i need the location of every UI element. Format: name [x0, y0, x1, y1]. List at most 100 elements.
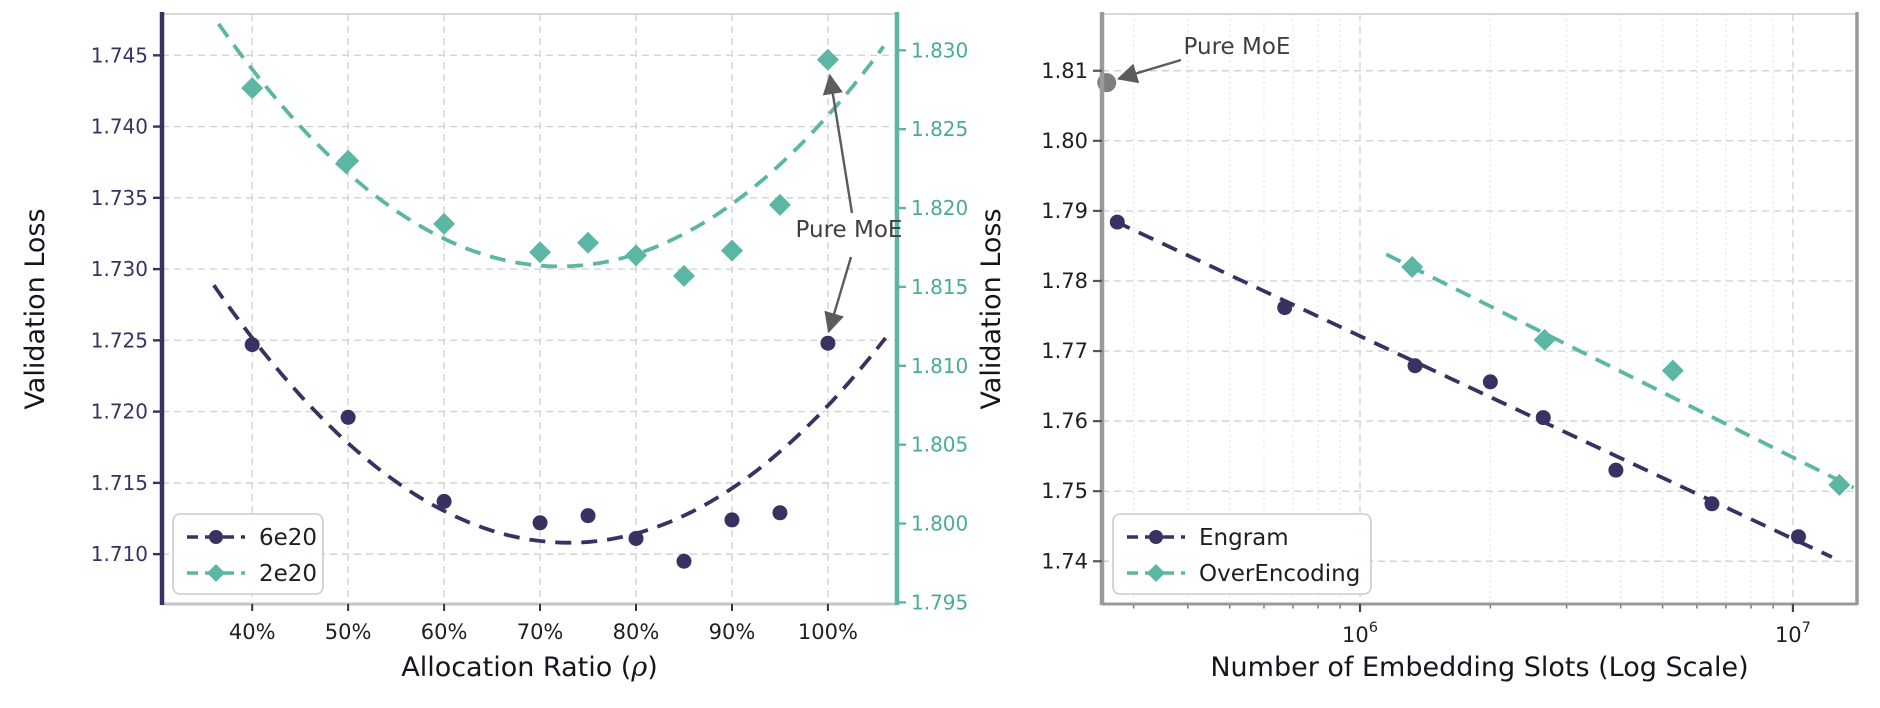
- x-tick-label: 80%: [613, 620, 660, 644]
- right-x-axis-label: Number of Embedding Slots (Log Scale): [1210, 652, 1748, 683]
- left-y-tick-label: 1.730: [91, 257, 148, 281]
- x-tick-label: 90%: [709, 620, 756, 644]
- right-y-tick-label: 1.805: [911, 433, 968, 457]
- data-point-2e20: [529, 241, 552, 264]
- right-y-tick-label: 1.815: [911, 275, 968, 299]
- right-y-tick-label: 1.800: [911, 512, 968, 536]
- x-tick-label: 40%: [229, 620, 276, 644]
- data-point-2e20: [241, 77, 264, 100]
- series-overencoding: [1385, 252, 1855, 496]
- annotation-arrow: [1116, 58, 1182, 84]
- data-point-6e20: [772, 505, 788, 521]
- data-point-engram: [1109, 214, 1125, 230]
- right-panel-y-tick-label: 1.77: [1041, 339, 1088, 363]
- data-point-6e20: [820, 335, 836, 351]
- data-point-6e20: [724, 512, 740, 528]
- data-point-overencoding: [1533, 328, 1556, 351]
- right-y-tick-label: 1.795: [911, 590, 968, 614]
- data-point-overencoding: [1661, 359, 1684, 382]
- legend-item-Engram: Engram: [1127, 525, 1289, 551]
- series-6e20: [212, 284, 887, 569]
- log-x-tick-label: 106: [1342, 620, 1378, 647]
- data-point-6e20: [436, 493, 452, 509]
- left-y-tick-label: 1.710: [91, 542, 148, 566]
- left-y-tick-label: 1.715: [91, 471, 148, 495]
- data-point-6e20: [244, 337, 260, 353]
- data-point-engram: [1535, 410, 1551, 426]
- right-y-tick-label: 1.825: [911, 117, 968, 141]
- data-point-engram: [1790, 529, 1806, 545]
- data-point-2e20: [577, 231, 600, 254]
- data-point-engram: [1482, 374, 1498, 390]
- data-point-6e20: [340, 409, 356, 425]
- left-y-tick-label: 1.740: [91, 115, 148, 139]
- right-panel-y-tick-label: 1.81: [1041, 59, 1088, 83]
- legend-left-panel: 6e20 2e20: [172, 513, 324, 595]
- legend-label: 6e20: [259, 525, 317, 551]
- left-y-axis-label: Validation Loss: [20, 208, 51, 409]
- annotation-arrow-down: [824, 256, 853, 334]
- legend-box: [1112, 513, 1372, 595]
- annotation-pure-moe-left: Pure MoE: [796, 73, 903, 334]
- data-point-2e20: [720, 239, 743, 262]
- left-y-tick-label: 1.735: [91, 186, 148, 210]
- legend-marker-circle: [1149, 530, 1163, 544]
- data-point-6e20: [628, 530, 644, 546]
- x-tick-label: 60%: [421, 620, 468, 644]
- right-panel-y-tick-label: 1.76: [1041, 409, 1088, 433]
- right-panel-y-tick-label: 1.78: [1041, 269, 1088, 293]
- data-point-6e20: [676, 553, 692, 569]
- series-engram: [1109, 214, 1833, 559]
- right-y-tick-label: 1.810: [911, 354, 968, 378]
- legend-marker-diamond: [207, 564, 225, 582]
- data-point-2e20: [816, 48, 839, 71]
- trend-line-overencoding: [1385, 252, 1855, 490]
- data-point-engram: [1277, 300, 1293, 316]
- data-point-2e20: [672, 264, 695, 287]
- right-y-tick-label: 1.820: [911, 196, 968, 220]
- annotation-arrow-up: [822, 73, 854, 214]
- annotation-pure-moe-right: Pure MoE: [1116, 34, 1291, 84]
- data-point-6e20: [532, 515, 548, 531]
- right-y-tick-label: 1.830: [911, 38, 968, 62]
- right-grid: [1102, 14, 1857, 609]
- data-point-2e20: [768, 193, 791, 216]
- legend-label: OverEncoding: [1199, 561, 1360, 587]
- legend-item-OverEncoding: OverEncoding: [1127, 561, 1360, 587]
- right-panel-y-tick-label: 1.80: [1041, 129, 1088, 153]
- left-y-tick-label: 1.745: [91, 43, 148, 67]
- data-point-engram: [1608, 462, 1624, 478]
- data-point-engram: [1704, 496, 1720, 512]
- right-y-axis-label: Validation Loss: [976, 208, 1007, 409]
- legend-item-6e20: 6e20: [187, 525, 317, 551]
- legend-marker-diamond: [1147, 564, 1165, 582]
- x-tick-label: 50%: [325, 620, 372, 644]
- left-x-axis-label: Allocation Ratio (ρ): [401, 652, 658, 683]
- data-point-2e20: [337, 149, 360, 172]
- series-2e20: [217, 22, 886, 287]
- legend-right-panel: Engram OverEncoding: [1112, 513, 1372, 595]
- left-panel: 1.745 1.740 1.735 1.730 1.725 1.720 1.715 1.710…: [20, 12, 968, 683]
- right-panel-y-tick-label: 1.74: [1041, 549, 1088, 573]
- legend-item-2e20: 2e20: [187, 561, 317, 587]
- left-y-tick-label: 1.720: [91, 400, 148, 424]
- x-tick-label: 70%: [517, 620, 564, 644]
- left-y-tick-label: 1.725: [91, 328, 148, 352]
- right-panel: 1.81 1.80 1.79 1.78 1.77 1.76 1.75 1.74 106 107 Va…: [976, 12, 1859, 683]
- data-point-6e20: [580, 508, 596, 524]
- data-point-engram: [1407, 358, 1423, 374]
- right-panel-y-tick-label: 1.75: [1041, 479, 1088, 503]
- legend-label: 2e20: [259, 561, 317, 587]
- annotation-text: Pure MoE: [796, 217, 903, 243]
- x-tick-label: 100%: [798, 620, 858, 644]
- annotation-text: Pure MoE: [1184, 34, 1291, 60]
- data-point-2e20: [625, 244, 648, 267]
- legend-marker-circle: [209, 530, 223, 544]
- legend-label: Engram: [1199, 525, 1289, 551]
- log-x-tick-label: 107: [1775, 620, 1811, 647]
- trend-line-2e20: [217, 22, 886, 269]
- data-point-overencoding: [1828, 473, 1851, 496]
- trend-line-6e20: [212, 284, 887, 545]
